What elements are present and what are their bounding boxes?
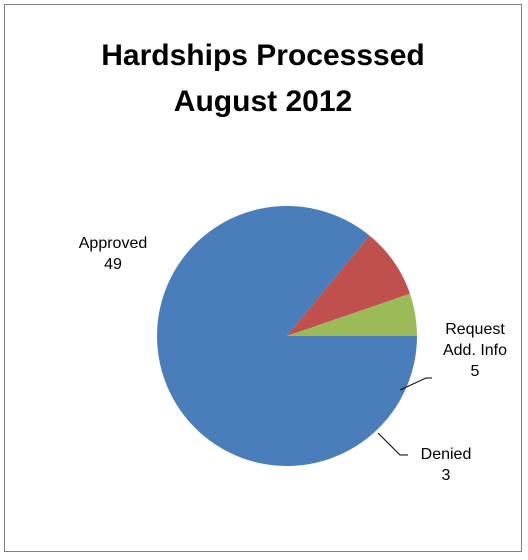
pie-slice-denied xyxy=(287,293,417,336)
chart-title-line-2: August 2012 xyxy=(173,85,353,118)
data-label: Approved 49 xyxy=(79,235,148,273)
data-label: Denied 3 xyxy=(421,446,472,484)
leader-line xyxy=(399,377,432,391)
pie-slice-request-add-info xyxy=(287,235,410,336)
pie-slice-approved xyxy=(157,206,418,467)
chart-title-line-1: Hardships Processsed xyxy=(101,39,425,72)
chart-title: Hardships Processsed August 2012 xyxy=(5,33,521,125)
data-label: Request Add. Info 5 xyxy=(443,321,507,380)
leader-line xyxy=(377,432,408,456)
